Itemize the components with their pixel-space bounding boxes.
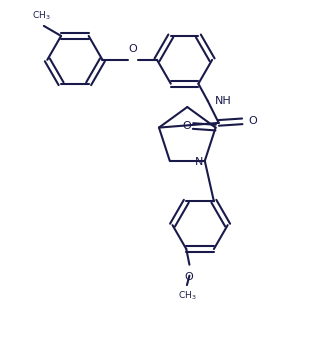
- Text: NH: NH: [215, 96, 231, 106]
- Text: O: O: [184, 271, 193, 282]
- Text: CH$_3$: CH$_3$: [178, 290, 196, 302]
- Text: N: N: [195, 157, 203, 168]
- Text: O: O: [182, 121, 191, 131]
- Text: O: O: [248, 116, 257, 126]
- Text: O: O: [129, 44, 137, 54]
- Text: CH$_3$: CH$_3$: [32, 10, 51, 22]
